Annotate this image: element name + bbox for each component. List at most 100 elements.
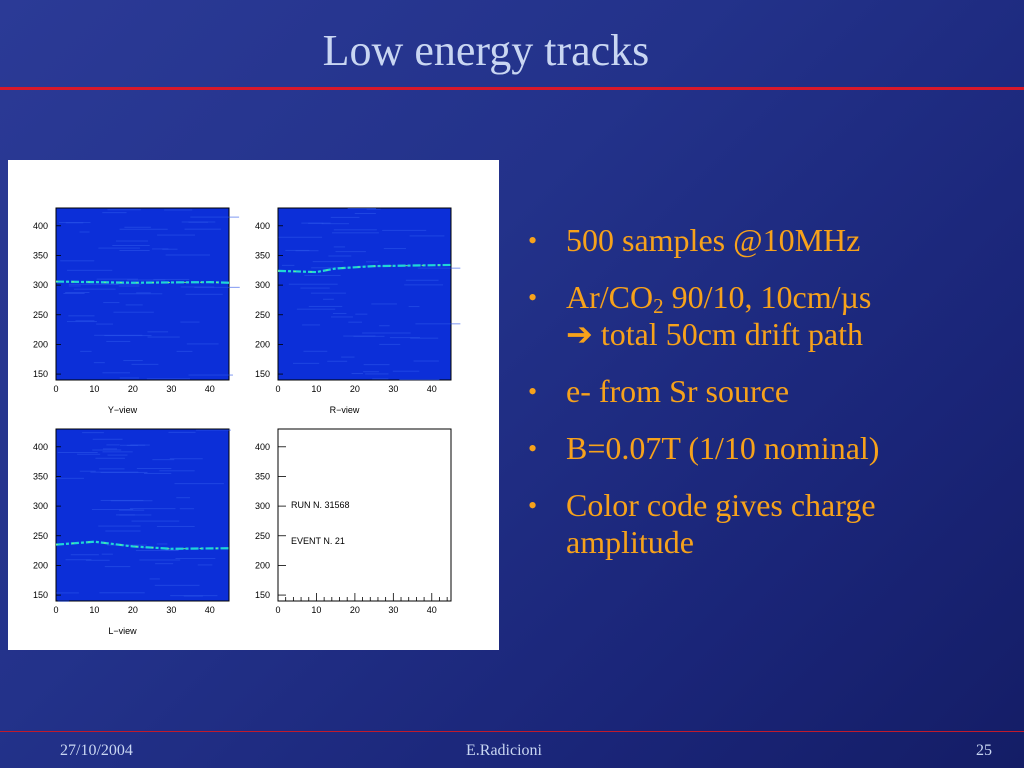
title-divider — [0, 87, 1024, 90]
y-tick-label: 200 — [255, 560, 270, 570]
noise-streak — [175, 558, 216, 560]
x-tick-label: 40 — [205, 384, 215, 394]
noise-streak — [292, 362, 320, 364]
noise-streak — [143, 472, 172, 474]
noise-streak — [308, 222, 324, 224]
run-number-label: RUN N. 31568 — [291, 500, 350, 510]
noise-streak — [302, 324, 321, 326]
noise-streak — [399, 379, 440, 381]
bullet-list: • 500 samples @10MHz • Ar/CO2 90/10, 10cm/µ… — [528, 222, 1008, 581]
noise-streak — [389, 337, 420, 339]
noise-streak — [154, 584, 200, 586]
noise-streak — [124, 226, 151, 228]
noise-streak — [126, 444, 138, 446]
noise-streak — [321, 223, 349, 225]
noise-streak — [303, 350, 328, 352]
noise-streak — [323, 298, 334, 300]
noise-streak — [168, 431, 196, 433]
panel-label-l: L−view — [108, 626, 137, 636]
noise-streak — [410, 337, 439, 339]
noise-streak — [102, 212, 127, 214]
noise-streak — [96, 323, 113, 325]
noise-streak — [379, 343, 401, 345]
noise-streak — [60, 260, 95, 262]
noise-streak — [308, 305, 343, 307]
noise-streak — [119, 377, 140, 379]
x-tick-label: 20 — [350, 605, 360, 615]
panel-frame-r — [277, 207, 452, 381]
noise-streak — [194, 286, 240, 288]
noise-streak — [77, 453, 101, 455]
x-tick-label: 0 — [53, 605, 58, 615]
noise-streak — [85, 559, 110, 561]
noise-streak — [118, 285, 140, 287]
x-tick-label: 10 — [311, 384, 321, 394]
y-tick-label: 350 — [33, 471, 48, 481]
y-tick-label: 400 — [255, 442, 270, 452]
bullet-text: e- from Sr source — [566, 373, 790, 409]
noise-streak — [104, 566, 131, 568]
noise-streak — [156, 525, 195, 527]
noise-streak — [327, 360, 348, 362]
noise-streak — [296, 308, 336, 310]
noise-streak — [75, 320, 95, 322]
bullet-subscript: 2 — [653, 294, 664, 318]
noise-streak — [164, 209, 193, 211]
noise-streak — [102, 451, 133, 453]
x-tick-label: 30 — [388, 605, 398, 615]
x-tick-label: 30 — [166, 384, 176, 394]
bullet-text: 500 samples @10MHz — [566, 222, 861, 258]
noise-streak — [179, 508, 195, 510]
noise-streak — [147, 336, 180, 338]
noise-streak — [176, 350, 193, 352]
noise-streak — [92, 438, 123, 440]
bullet-item: • B=0.07T (1/10 nominal) — [528, 430, 1008, 467]
bullet-item: • 500 samples @10MHz — [528, 222, 1008, 259]
noise-streak — [281, 264, 295, 266]
noise-streak — [183, 595, 203, 597]
noise-streak — [139, 559, 181, 561]
bullet-text: ➔ total 50cm drift path — [566, 316, 863, 352]
footer-date: 27/10/2004 — [60, 742, 133, 759]
noise-streak — [417, 267, 461, 269]
noise-streak — [107, 209, 141, 211]
y-tick-label: 300 — [33, 501, 48, 511]
noise-streak — [136, 467, 172, 469]
noise-streak — [333, 229, 377, 231]
x-tick-label: 10 — [89, 384, 99, 394]
noise-streak — [330, 216, 360, 218]
noise-streak — [332, 232, 379, 234]
event-display-figure: 400 350 300 250 200 150 0 10 20 30 40 Y−view 400 350 3… — [8, 160, 499, 650]
noise-streak — [67, 269, 113, 271]
bullet-text: Ar/CO — [566, 279, 654, 315]
noise-streak — [66, 321, 97, 323]
noise-streak — [65, 222, 84, 224]
noise-streak — [99, 592, 145, 594]
noise-streak — [371, 303, 397, 305]
noise-streak — [304, 274, 341, 276]
noise-streak — [162, 248, 178, 250]
y-tick-label: 150 — [255, 590, 270, 600]
y-tick-label: 250 — [33, 310, 48, 320]
noise-streak — [135, 550, 179, 552]
noise-streak — [348, 321, 362, 323]
noise-streak — [195, 429, 231, 431]
y-tick-label: 300 — [255, 280, 270, 290]
noise-streak — [413, 360, 439, 362]
noise-streak — [354, 212, 376, 214]
noise-streak — [312, 261, 344, 263]
noise-streak — [347, 208, 377, 210]
y-tick-label: 350 — [33, 250, 48, 260]
noise-streak — [188, 221, 208, 223]
noise-streak — [383, 248, 407, 250]
x-tick-label: 30 — [388, 384, 398, 394]
y-tick-label: 150 — [33, 590, 48, 600]
noise-streak — [146, 378, 191, 380]
noise-streak — [152, 459, 175, 461]
bullet-text: B=0.07T (1/10 nominal) — [566, 430, 880, 466]
noise-streak — [130, 444, 150, 446]
noise-streak — [127, 279, 166, 281]
noise-streak — [107, 454, 128, 456]
noise-streak — [119, 249, 150, 251]
noise-streak — [176, 497, 191, 499]
